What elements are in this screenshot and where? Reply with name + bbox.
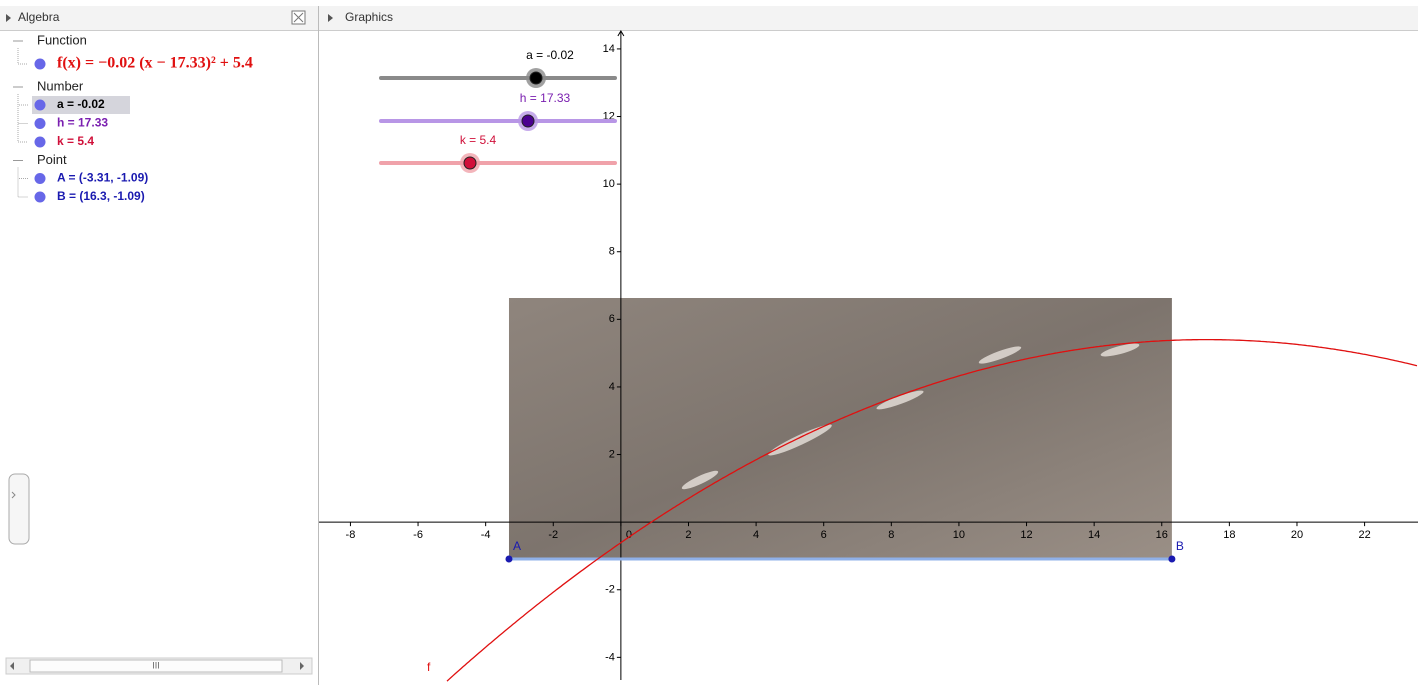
slider-thumb[interactable] <box>530 72 542 84</box>
y-tick-label: 10 <box>603 178 615 190</box>
x-tick-label: 22 <box>1358 529 1370 541</box>
x-tick-label: -2 <box>548 529 558 541</box>
x-tick-label: -6 <box>413 529 423 541</box>
geogebra-window: Algebra Graphics Function f(x) = −0.02 (x… <box>0 0 1418 685</box>
graphics-header <box>319 6 1418 30</box>
visibility-dot <box>35 118 46 129</box>
algebra-item: k = 5.4 <box>57 134 94 148</box>
side-handle[interactable] <box>9 474 29 544</box>
group-label: Point <box>37 152 67 167</box>
algebra-item: h = 17.33 <box>57 116 108 130</box>
visibility-dot <box>35 192 46 203</box>
x-tick-label: 10 <box>953 529 965 541</box>
y-tick-label: -2 <box>605 584 615 596</box>
visibility-dot <box>35 59 46 70</box>
x-tick-label: 6 <box>821 529 827 541</box>
point <box>1168 555 1175 562</box>
x-tick-label: 4 <box>753 529 759 541</box>
slider-label: k = 5.4 <box>460 133 497 147</box>
algebra-item: a = -0.02 <box>57 97 105 111</box>
algebra-item: f(x) = −0.02 (x − 17.33)² + 5.4 <box>57 55 253 72</box>
point <box>505 555 512 562</box>
algebra-item: A = (-3.31, -1.09) <box>57 171 148 185</box>
x-tick-label: 16 <box>1156 529 1168 541</box>
x-tick-label: -4 <box>481 529 491 541</box>
y-tick-label: 8 <box>609 246 615 258</box>
visibility-dot <box>35 100 46 111</box>
x-tick-label: 18 <box>1223 529 1235 541</box>
slider-thumb[interactable] <box>522 115 534 127</box>
slider-label: a = -0.02 <box>526 48 574 62</box>
y-tick-label: 6 <box>609 313 615 325</box>
x-tick-label: 20 <box>1291 529 1303 541</box>
algebra-item: B = (16.3, -1.09) <box>57 189 145 203</box>
scroll-grip: III <box>152 660 160 670</box>
x-tick-label: 14 <box>1088 529 1100 541</box>
slider-thumb[interactable] <box>464 157 476 169</box>
group-label: Number <box>37 78 84 93</box>
panel-title: Algebra <box>18 10 60 24</box>
background-image <box>509 298 1172 559</box>
y-tick-label: 14 <box>603 43 615 55</box>
x-tick-label: 12 <box>1020 529 1032 541</box>
x-tick-label: 8 <box>888 529 894 541</box>
group-label: Function <box>37 32 87 47</box>
visibility-dot <box>35 173 46 184</box>
visibility-dot <box>35 137 46 148</box>
point-label: B <box>1176 539 1184 553</box>
x-tick-label: -8 <box>346 529 356 541</box>
slider-label: h = 17.33 <box>520 91 571 105</box>
y-tick-label: 2 <box>609 448 615 460</box>
point-label: A <box>513 539 521 553</box>
panel-title: Graphics <box>345 10 393 24</box>
y-tick-label: -4 <box>605 651 615 663</box>
y-tick-label: 4 <box>609 381 615 393</box>
x-tick-label: 2 <box>685 529 691 541</box>
